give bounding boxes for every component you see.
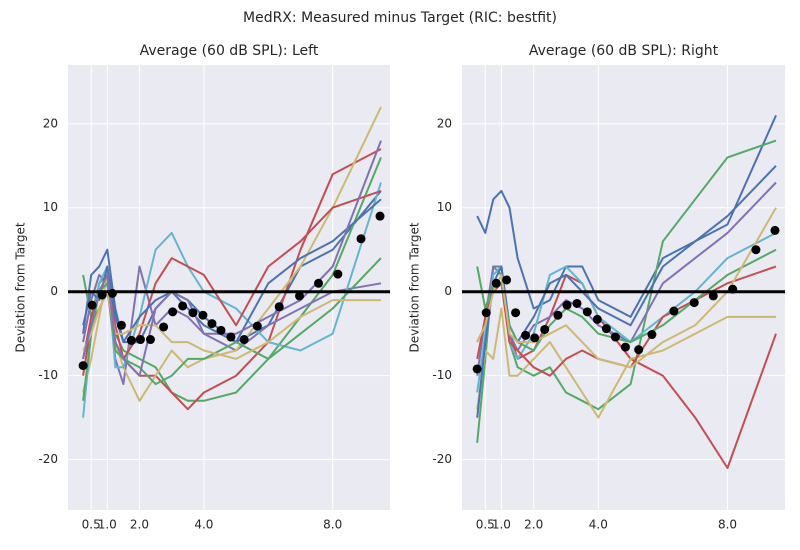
- y-axis-label: Deviation from Target: [408, 222, 422, 352]
- y-tick-label: -10: [432, 368, 452, 382]
- x-tick-label: 8.0: [323, 518, 342, 532]
- series-line: [476, 181, 777, 376]
- panel: Average (60 dB SPL): Left Deviation from …: [14, 43, 390, 532]
- mean-marker: [540, 324, 550, 334]
- mean-marker: [601, 324, 611, 334]
- mean-marker: [689, 298, 699, 308]
- mean-marker: [126, 335, 136, 345]
- mean-marker: [145, 335, 155, 345]
- mean-marker: [87, 300, 97, 310]
- x-tick-label: 2.0: [130, 518, 149, 532]
- mean-marker: [159, 322, 169, 332]
- x-tick-label: 0.5: [476, 518, 495, 532]
- series-line: [82, 290, 381, 360]
- mean-marker: [562, 300, 572, 310]
- mean-marker: [511, 308, 521, 318]
- mean-marker: [728, 284, 738, 294]
- y-tick-label: -20: [432, 452, 452, 466]
- mean-marker: [135, 335, 145, 345]
- mean-marker: [198, 310, 208, 320]
- x-tick-label: 0.5: [82, 518, 101, 532]
- panel-title: Average (60 dB SPL): Right: [529, 43, 719, 59]
- panel: Average (60 dB SPL): Right Deviation from…: [408, 43, 785, 532]
- y-tick-label: -20: [38, 452, 58, 466]
- mean-marker: [634, 345, 644, 355]
- mean-marker: [375, 211, 385, 221]
- mean-marker: [708, 291, 718, 301]
- mean-marker: [295, 291, 305, 301]
- mean-marker: [356, 234, 366, 244]
- figure-title: MedRX: Measured minus Target (RIC: bestf…: [243, 10, 557, 26]
- mean-marker: [216, 325, 226, 335]
- mean-marker: [168, 307, 178, 317]
- mean-marker: [582, 307, 592, 317]
- mean-marker: [592, 314, 602, 324]
- mean-marker: [620, 342, 630, 352]
- mean-marker: [207, 319, 217, 329]
- mean-marker: [647, 330, 657, 340]
- mean-marker: [521, 330, 531, 340]
- y-tick-label: 10: [43, 200, 58, 214]
- mean-marker: [472, 364, 482, 374]
- mean-marker: [239, 335, 249, 345]
- mean-marker: [78, 361, 88, 371]
- series-line: [82, 257, 382, 401]
- panel-title: Average (60 dB SPL): Left: [140, 43, 319, 59]
- y-axis-label: Deviation from Target: [14, 222, 28, 352]
- mean-marker: [97, 290, 107, 300]
- mean-marker: [530, 333, 540, 343]
- y-tick-label: 0: [444, 284, 452, 298]
- series-line: [82, 140, 382, 377]
- x-tick-label: 1.0: [98, 518, 117, 532]
- y-tick-label: 10: [437, 200, 452, 214]
- y-tick-label: 20: [437, 116, 452, 130]
- y-tick-label: -10: [38, 368, 58, 382]
- mean-marker: [333, 269, 343, 279]
- x-tick-label: 4.0: [194, 518, 213, 532]
- mean-marker: [572, 298, 582, 308]
- series-line: [476, 114, 777, 318]
- mean-marker: [502, 275, 512, 285]
- mean-marker: [610, 332, 620, 342]
- mean-marker: [481, 308, 491, 318]
- mean-marker: [491, 278, 501, 288]
- x-tick-label: 8.0: [718, 518, 737, 532]
- mean-marker: [314, 278, 324, 288]
- mean-marker: [116, 320, 126, 330]
- mean-marker: [770, 225, 780, 235]
- series-line: [476, 232, 777, 393]
- mean-marker: [226, 332, 236, 342]
- plot-area: [68, 65, 390, 510]
- mean-marker: [669, 306, 679, 316]
- series-line: [476, 307, 776, 419]
- y-tick-label: 0: [50, 284, 58, 298]
- mean-marker: [107, 288, 117, 298]
- mean-marker: [553, 310, 563, 320]
- mean-marker: [252, 321, 262, 331]
- x-tick-label: 1.0: [492, 518, 511, 532]
- mean-marker: [751, 245, 761, 255]
- series-line: [476, 165, 777, 418]
- x-tick-label: 4.0: [589, 518, 608, 532]
- y-tick-label: 20: [43, 116, 58, 130]
- mean-marker: [274, 302, 284, 312]
- mean-marker: [188, 308, 198, 318]
- x-tick-label: 2.0: [524, 518, 543, 532]
- mean-marker: [178, 301, 188, 311]
